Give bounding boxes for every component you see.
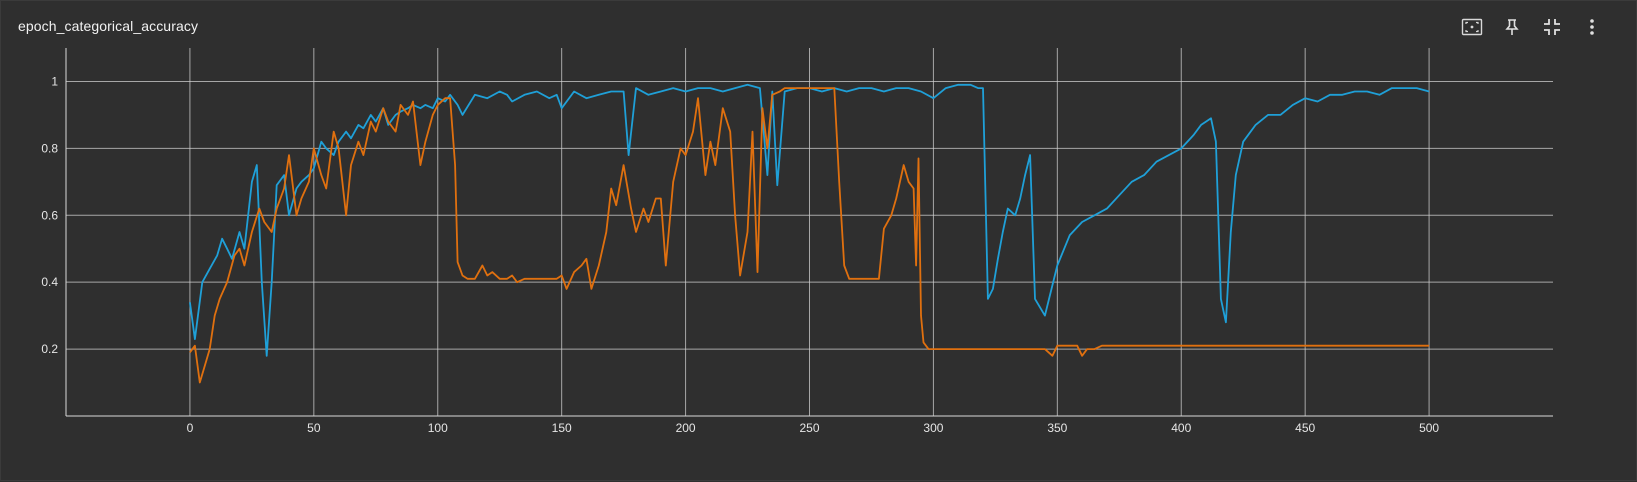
x-tick-label: 350 [1047,421,1067,435]
y-tick-label: 0.6 [41,208,58,222]
x-tick-label: 200 [676,421,696,435]
y-tick-label: 0.8 [41,141,58,155]
chart-title: epoch_categorical_accuracy [18,18,199,34]
x-tick-label: 0 [187,421,194,435]
grid [66,48,1553,416]
collapse-icon [1544,19,1560,35]
series-line-blue [189,83,1430,357]
pin-icon [1505,19,1519,35]
x-tick-label: 100 [428,421,448,435]
fit-domain-icon [1461,18,1483,36]
axes: 0 50 100 150 200 250 300 350 400 450 500 0.2 0.4 0.6 0… [41,48,1553,435]
x-tick-label: 150 [552,421,572,435]
x-tick-label: 250 [799,421,819,435]
x-tick-label: 50 [307,421,321,435]
fit-domain-button[interactable] [1452,15,1492,39]
y-tick-label: 1 [51,74,58,88]
y-tick-label: 0.4 [41,275,58,289]
x-tick-label: 300 [923,421,943,435]
x-tick-label: 400 [1171,421,1191,435]
y-tick-label: 0.2 [41,342,58,356]
x-tick-label: 500 [1419,421,1439,435]
series-layer [189,83,1430,384]
more-options-button[interactable] [1572,15,1612,39]
more-vert-icon [1590,19,1594,35]
collapse-button[interactable] [1532,15,1572,39]
chart-toolbar [1452,15,1612,39]
series-line-orange [189,87,1430,384]
pin-button[interactable] [1492,15,1532,39]
x-tick-label: 450 [1295,421,1315,435]
